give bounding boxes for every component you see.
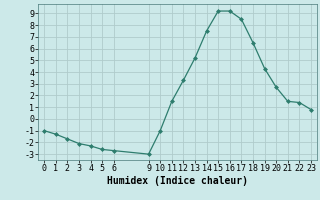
X-axis label: Humidex (Indice chaleur): Humidex (Indice chaleur) [107,176,248,186]
